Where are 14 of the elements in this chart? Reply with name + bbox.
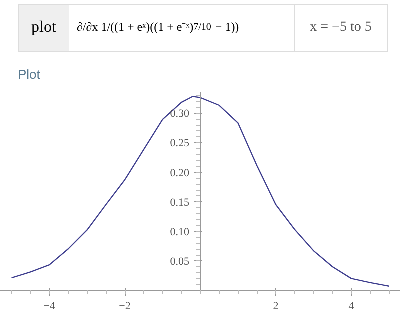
y-tick-label: 0.20 — [170, 167, 190, 180]
line-series — [11, 96, 390, 287]
text: Plot — [18, 66, 40, 84]
y-tick-label: 0.25 — [170, 138, 190, 150]
x-tick-label: 2 — [273, 300, 279, 312]
y-tick-label: 0.15 — [170, 196, 190, 209]
x-tick-label: −4 — [44, 300, 56, 312]
x-tick-label: −2 — [119, 300, 131, 312]
y-tick-label: 0.05 — [170, 256, 190, 268]
chart-title: plot — [19, 5, 69, 51]
text: x = −5 to 5 — [309, 19, 373, 37]
y-tick-label: 0.10 — [170, 226, 190, 238]
x-tick-label: 4 — [348, 300, 355, 312]
y-tick-label: 0.30 — [170, 108, 190, 120]
